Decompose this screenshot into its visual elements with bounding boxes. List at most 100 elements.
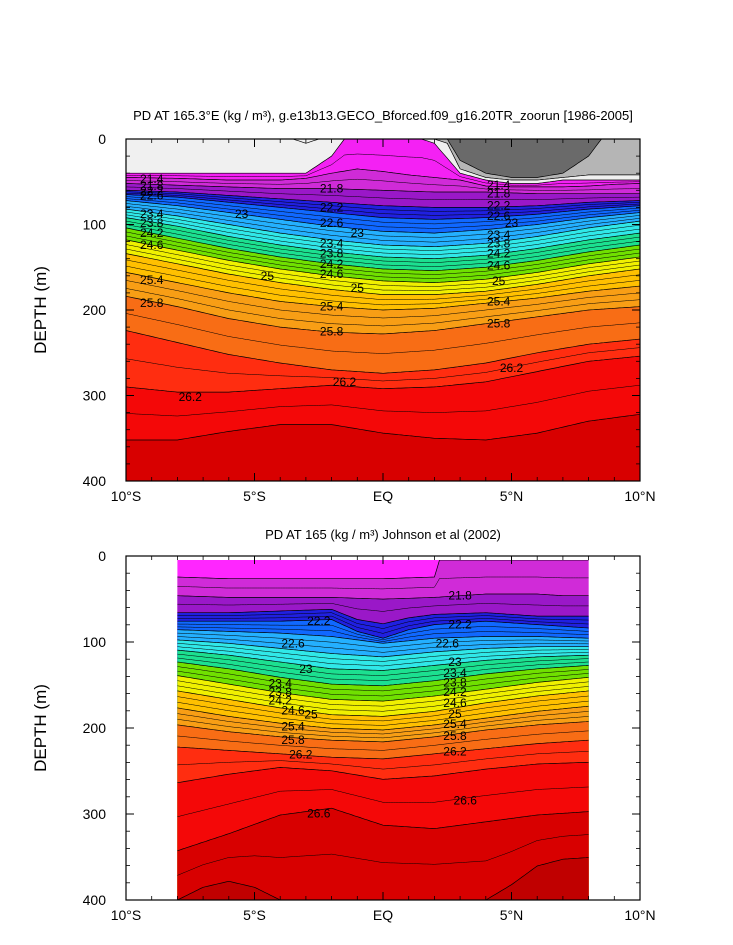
contour-line (177, 700, 589, 726)
contour-line (177, 603, 589, 612)
contour-line (126, 189, 640, 208)
contour-label: 21.4 (140, 172, 164, 186)
contour-line (177, 632, 589, 649)
contour-line (177, 646, 589, 667)
contour-line (126, 203, 640, 238)
contour-line (126, 265, 640, 306)
contour-line (126, 194, 640, 220)
contour-label: 25.8 (443, 729, 467, 743)
contour-label: 22.6 (436, 636, 460, 650)
contour-label: 25.4 (443, 717, 467, 731)
contour-label: 25 (261, 269, 275, 283)
contour-line (177, 649, 589, 671)
contour-line (126, 153, 640, 186)
contour-label: 25 (304, 708, 318, 722)
bottom-panel: PD AT 165 (kg / m³) Johnson et al (2002)… (31, 527, 656, 923)
contour-line (177, 626, 589, 642)
y-tick-label: 400 (83, 892, 107, 908)
contour-line (126, 248, 640, 291)
contour-label: 26.6 (454, 794, 478, 808)
contour-label: 22.6 (320, 216, 344, 230)
contour-label: 21.8 (448, 589, 472, 603)
contour-label: 23.4 (320, 236, 344, 250)
bottom-y-axis-label: DEPTH (m) (31, 684, 50, 772)
contour-line (126, 330, 640, 374)
contour-line (177, 680, 589, 707)
contour-line (126, 272, 640, 311)
contour-line (126, 178, 640, 191)
x-tick-label: 5°N (500, 488, 524, 504)
contour-label: 23.4 (140, 207, 164, 221)
contour-label: 25.8 (140, 296, 164, 310)
contour-line (126, 183, 640, 195)
contour-line (177, 653, 589, 676)
contour-line (126, 217, 640, 260)
contour-label: 22.6 (487, 209, 511, 223)
contour-line (126, 168, 640, 188)
contour-line (177, 705, 589, 731)
contour-band (126, 414, 640, 481)
contour-line (126, 235, 640, 279)
contour-label: 24.2 (320, 257, 344, 271)
bottom-contour-fill-area (177, 560, 589, 900)
contour-label: 25.4 (281, 720, 305, 734)
contour-line (177, 629, 589, 644)
x-tick-label: 5°S (243, 488, 266, 504)
contour-label: 22.2 (320, 200, 344, 214)
contour-label: 26.2 (333, 375, 357, 389)
contour-label: 24.2 (269, 693, 293, 707)
contour-line (126, 239, 640, 283)
contour-label: 26.2 (500, 361, 524, 375)
y-tick-label: 0 (98, 548, 106, 564)
y-tick-label: 100 (83, 634, 107, 650)
contour-label: 24.2 (443, 685, 467, 699)
contour-label: 21.8 (320, 182, 344, 196)
contour-line (126, 214, 640, 255)
contour-label: 23.8 (487, 236, 511, 250)
contour-line (177, 739, 589, 760)
contour-line (126, 139, 640, 181)
y-tick-label: 0 (98, 131, 106, 147)
contour-label: 23 (448, 655, 462, 669)
contour-line (177, 675, 589, 702)
contour-band (177, 857, 589, 900)
contour-line (126, 139, 640, 184)
top-chart-title: PD AT 165.3°E (kg / m³), g.e13b13.GECO_B… (133, 108, 633, 123)
contour-label: 23 (351, 226, 365, 240)
contour-label: 25 (492, 274, 506, 288)
contour-line (177, 807, 589, 852)
contour-line (177, 612, 589, 629)
contour-line (177, 593, 589, 600)
contour-label: 23 (299, 662, 313, 676)
contour-line (126, 200, 640, 234)
top-contour-labels: 21.421.822.222.62323.423.824.224.62525.4… (140, 172, 523, 404)
contour-label: 23.8 (269, 685, 293, 699)
x-tick-label: 10°N (624, 488, 655, 504)
contour-label: 26.2 (443, 744, 467, 758)
x-tick-label: 10°S (111, 907, 142, 923)
contour-line (177, 716, 589, 739)
contour-line (177, 661, 589, 687)
contour-label: 23.8 (320, 247, 344, 261)
contour-line (126, 139, 640, 178)
bottom-contour-labels: 21.822.2 22.222.6 22.623 2323.423.423.823.8… (269, 589, 478, 821)
contour-label: 23.8 (140, 216, 164, 230)
contour-label: 25.4 (140, 273, 164, 287)
contour-line (177, 666, 589, 692)
contour-label: 24.6 (443, 696, 467, 710)
contour-label: 25 (448, 707, 462, 721)
x-tick-label: 10°S (111, 488, 142, 504)
y-tick-label: 100 (83, 217, 107, 233)
contour-label: 25.8 (487, 317, 511, 331)
y-tick-label: 300 (83, 388, 107, 404)
contour-label: 23.4 (269, 676, 293, 690)
contour-label: 23 (505, 216, 519, 230)
contour-line (126, 186, 640, 200)
x-tick-label: EQ (373, 488, 393, 504)
contour-line (126, 355, 640, 393)
contour-label: 23 (235, 207, 249, 221)
contour-line (177, 643, 589, 662)
contour-line (177, 623, 589, 641)
contour-label: 24.2 (140, 226, 164, 240)
